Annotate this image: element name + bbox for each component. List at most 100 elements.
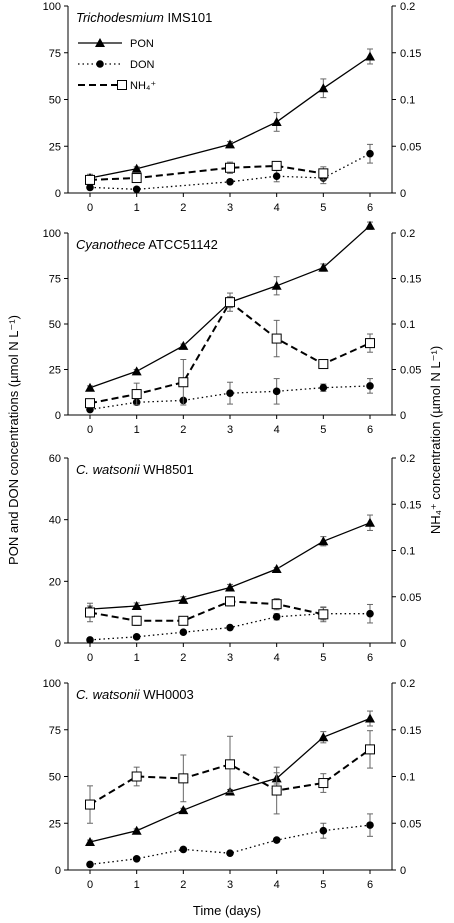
x-tick-label: 2	[180, 424, 186, 436]
x-axis-label: Time (days)	[193, 903, 261, 918]
y-tick-label-right: 0.1	[400, 772, 415, 784]
x-tick-label: 1	[134, 424, 140, 436]
y-tick-label-right: 0.05	[400, 141, 421, 153]
pon-point	[318, 732, 329, 742]
y-tick-label-left: 100	[43, 678, 61, 690]
panel-title-species: Cyanothece	[76, 237, 145, 252]
don-point	[132, 633, 141, 641]
pon-point	[318, 83, 329, 93]
don-point	[319, 826, 328, 835]
series-line-square	[89, 164, 324, 181]
don-point	[226, 177, 234, 186]
don-point	[366, 382, 374, 390]
x-tick-label: 4	[274, 424, 280, 436]
x-tick-label: 5	[320, 202, 326, 214]
series-line-square	[89, 600, 324, 622]
y-tick-label-left: 25	[49, 818, 61, 830]
x-tick-label: 5	[320, 424, 326, 436]
don-point	[226, 389, 234, 397]
y-tick-label-left: 40	[49, 515, 61, 527]
x-tick-label: 3	[227, 879, 233, 891]
pon-point	[365, 713, 375, 723]
don-point	[86, 860, 94, 869]
don-point	[272, 612, 281, 621]
x-tick-label: 1	[134, 879, 140, 891]
x-tick-label: 4	[274, 652, 280, 664]
x-tick-label: 3	[227, 424, 233, 436]
nh4-point	[178, 615, 189, 626]
nh4-point	[85, 799, 95, 810]
y-tick-label-right: 0.2	[400, 678, 415, 690]
panel-title-species: C. watsonii	[76, 462, 141, 477]
nh4-point	[85, 174, 95, 185]
legend-marker-square	[117, 80, 127, 90]
nh4-point	[178, 773, 189, 784]
y-tick-label-right: 0	[400, 188, 406, 200]
chart-panel-1: 0 25 50 75 100 0 0.05 0.1 0.15 0.2 0 1 2 3 4 5 6 Trichode…	[43, 1, 422, 214]
don-point	[179, 845, 188, 854]
panel-title-strain: WH0003	[140, 687, 194, 702]
series-line-circle	[89, 824, 371, 866]
panel-title: Trichodesmium IMS101	[76, 10, 212, 25]
pon-point	[225, 139, 235, 149]
pon-point	[131, 163, 142, 173]
don-point	[366, 609, 374, 618]
legend-label: NH₄⁺	[130, 80, 156, 92]
pon-point	[318, 536, 329, 546]
y-tick-label-right: 0	[400, 638, 406, 650]
don-point	[272, 172, 281, 180]
x-tick-label: 1	[134, 652, 140, 664]
nh4-point	[131, 615, 142, 626]
nh4-point	[225, 596, 235, 607]
nh4-point	[131, 389, 142, 400]
don-point	[366, 149, 374, 158]
y-tick-label-right: 0.2	[400, 228, 415, 240]
y-tick-label-right: 0.2	[400, 1, 415, 13]
pon-point	[318, 262, 329, 272]
pon-point	[131, 366, 142, 376]
y-tick-label-left: 0	[55, 410, 61, 422]
legend-marker-circle	[96, 60, 104, 68]
y-tick-label-left: 20	[49, 576, 61, 588]
pon-point	[271, 116, 282, 126]
x-tick-label: 5	[320, 879, 326, 891]
chart-panel-3: 0 20 40 60 0 0.05 0.1 0.15 0.2 0 1 2 3 4 5 6 C. watsonii…	[49, 453, 422, 664]
y-tick-label-left: 0	[55, 188, 61, 200]
y-tick-label-right: 0	[400, 865, 406, 877]
x-tick-label: 2	[180, 202, 186, 214]
nh4-point	[225, 297, 235, 308]
y-tick-label-right: 0.15	[400, 725, 421, 737]
x-tick-label: 0	[87, 879, 93, 891]
x-tick-label: 6	[367, 652, 373, 664]
panel-title-species: Trichodesmium	[76, 10, 164, 25]
y-tick-label-right: 0.1	[400, 95, 415, 107]
nh4-point	[131, 771, 142, 782]
don-point	[272, 387, 281, 396]
panel-title-strain: IMS101	[164, 10, 212, 25]
pon-point	[178, 805, 189, 815]
don-point	[132, 185, 141, 194]
pon-point	[271, 564, 282, 573]
nh4-point	[318, 778, 329, 789]
don-point	[86, 636, 94, 644]
y-tick-label-right: 0.15	[400, 274, 421, 286]
nh4-point	[271, 599, 282, 610]
y-tick-label-right: 0.15	[400, 499, 421, 511]
don-point	[179, 628, 188, 637]
don-point	[319, 383, 328, 392]
x-tick-label: 0	[87, 424, 93, 436]
pon-point	[365, 51, 375, 61]
y-axis-label-right: NH₄⁺ concentration (µmol N L⁻¹)	[428, 346, 443, 534]
chart-panel-2: 0 25 50 75 100 0 0.05 0.1 0.15 0.2 0 1 2 3 4 5 6 Cyanothe…	[43, 220, 421, 436]
y-tick-label-left: 0	[55, 638, 61, 650]
y-tick-label-right: 0	[400, 410, 406, 422]
legend-label: PON	[130, 38, 154, 50]
panel-title-species: C. watsonii	[76, 687, 141, 702]
nh4-point	[131, 173, 142, 184]
y-tick-label-right: 0.1	[400, 546, 415, 558]
pon-point	[225, 582, 235, 592]
y-tick-label-left: 75	[49, 274, 61, 286]
x-tick-label: 2	[180, 652, 186, 664]
pon-point	[178, 340, 189, 350]
nh4-point	[271, 333, 282, 344]
